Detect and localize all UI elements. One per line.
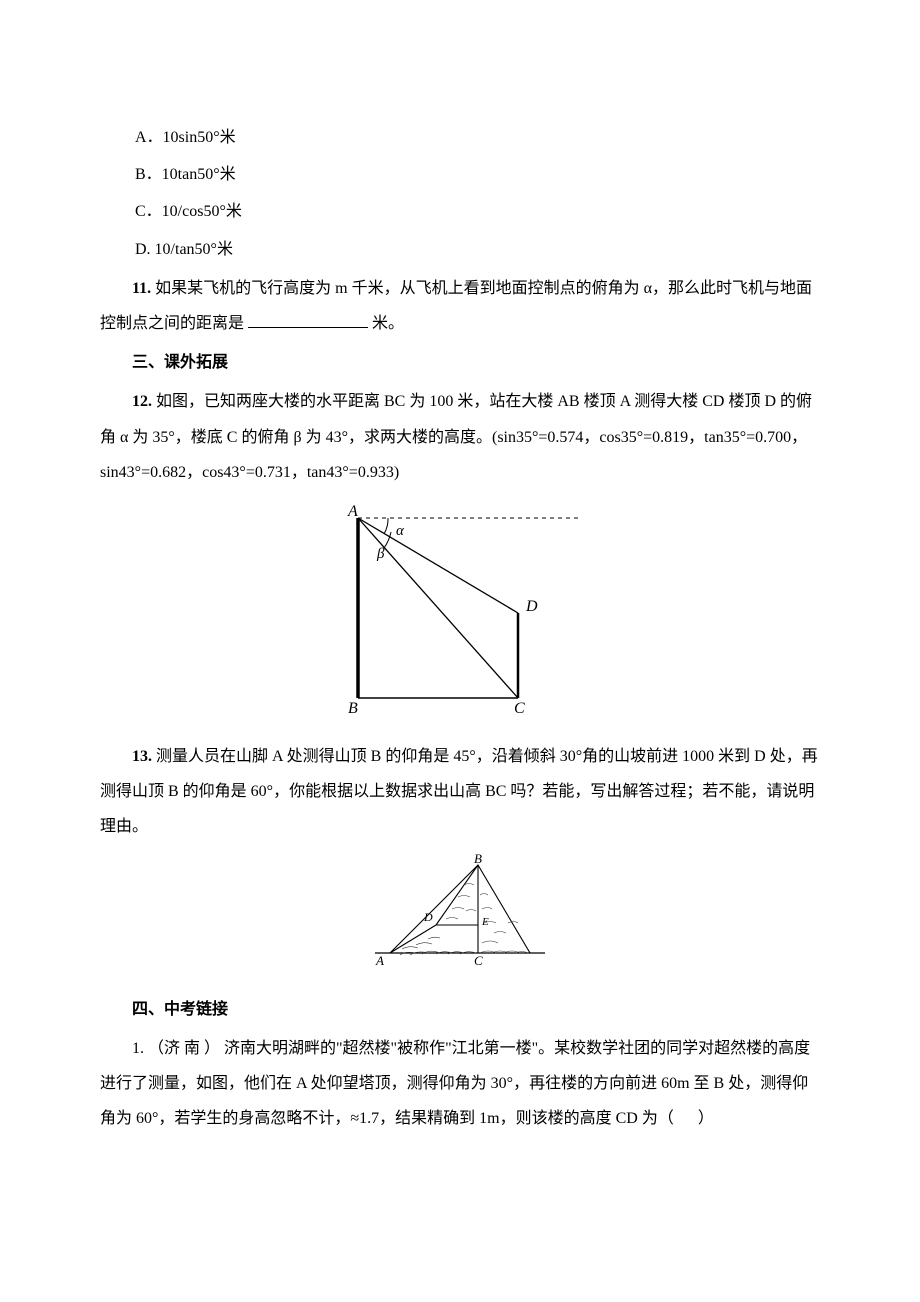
label-C: C [514, 700, 525, 717]
option-b: B．10tan50°米 [100, 157, 820, 192]
section-3-text: 三、课外拓展 [132, 354, 228, 371]
problem-11-suffix: 米。 [372, 315, 404, 332]
label-B: B [348, 700, 358, 717]
label-C2: C [474, 953, 483, 968]
problem-link-1-close: ） [698, 1110, 714, 1127]
problem-12-num: 12. [132, 393, 152, 410]
problem-11: 11. 如果某飞机的飞行高度为 m 千米，从飞机上看到地面控制点的俯角为 α，那… [100, 271, 820, 341]
problem-13-num: 13. [132, 748, 152, 765]
label-B2: B [474, 853, 482, 866]
option-d: D. 10/tan50°米 [100, 232, 820, 267]
problem-13: 13. 测量人员在山脚 A 处测得山顶 B 的仰角是 45°，沿着倾斜 30°角… [100, 739, 820, 845]
figure-12-diagram: A α β B C D [318, 498, 603, 718]
label-alpha: α [396, 523, 405, 539]
figure-13-diagram: B A C D E [370, 853, 550, 971]
fill-blank[interactable] [248, 310, 368, 328]
option-c-text: C．10/cos50°米 [135, 203, 242, 220]
option-d-text: D. 10/tan50°米 [135, 241, 233, 258]
problem-12: 12. 如图，已知两座大楼的水平距离 BC 为 100 米，站在大楼 AB 楼顶… [100, 384, 820, 490]
problem-13-text: 测量人员在山脚 A 处测得山顶 B 的仰角是 45°，沿着倾斜 30°角的山坡前… [100, 748, 818, 835]
option-c: C．10/cos50°米 [100, 194, 820, 229]
option-b-text: B．10tan50°米 [135, 166, 236, 183]
problem-link-1-num: 1. [132, 1040, 144, 1057]
label-beta: β [376, 546, 385, 562]
label-A2: A [375, 953, 384, 968]
figure-12-wrap: A α β B C D [100, 498, 820, 731]
problem-link-1: 1. （济 南 ） 济南大明湖畔的"超然楼"被称作"江北第一楼"。某校数学社团的… [100, 1031, 820, 1137]
section-3-heading: 三、课外拓展 [100, 345, 820, 380]
section-4-text: 四、中考链接 [132, 1001, 228, 1018]
section-4-heading: 四、中考链接 [100, 992, 820, 1027]
problem-12-text: 如图，已知两座大楼的水平距离 BC 为 100 米，站在大楼 AB 楼顶 A 测… [100, 393, 812, 480]
problem-11-text: 如果某飞机的飞行高度为 m 千米，从飞机上看到地面控制点的俯角为 α，那么此时飞… [100, 280, 812, 332]
label-E2: E [481, 916, 489, 928]
label-D2: D [423, 910, 433, 924]
problem-11-num: 11. [132, 280, 151, 297]
figure-13-wrap: B A C D E [100, 853, 820, 984]
label-D: D [525, 598, 538, 615]
label-A: A [347, 503, 358, 520]
answer-paren-space[interactable] [674, 1110, 698, 1127]
option-a-text: A．10sin50°米 [135, 129, 236, 146]
option-a: A．10sin50°米 [100, 120, 820, 155]
